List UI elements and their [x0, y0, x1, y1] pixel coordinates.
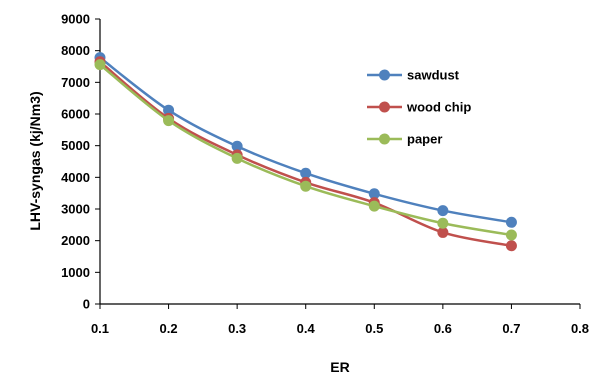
series-wood-chip — [94, 56, 517, 252]
data-point-paper — [231, 152, 243, 164]
data-point-paper — [505, 229, 517, 241]
x-tick-label: 0.2 — [160, 321, 178, 336]
data-point-sawdust — [505, 216, 517, 228]
legend-marker-sawdust — [379, 69, 390, 81]
y-tick-label: 9000 — [61, 12, 90, 27]
x-tick-label: 0.4 — [297, 321, 316, 336]
x-tick-label: 0.1 — [91, 321, 109, 336]
series-paper — [94, 59, 517, 241]
x-tick-label: 0.8 — [571, 321, 589, 336]
x-tick-label: 0.7 — [502, 321, 520, 336]
y-axis-title: LHV-syngas (kj/Nm3) — [27, 91, 43, 230]
series-sawdust — [94, 52, 517, 228]
y-tick-label: 2000 — [61, 233, 90, 248]
series-line-wood-chip — [99, 60, 512, 247]
y-tick-label: 6000 — [61, 107, 90, 122]
data-point-sawdust — [231, 140, 243, 152]
series-layer — [94, 52, 517, 252]
x-tick-label: 0.6 — [434, 321, 452, 336]
data-point-sawdust — [437, 205, 449, 217]
legend-label-paper: paper — [407, 132, 442, 147]
y-tick-label: 1000 — [61, 265, 90, 280]
y-tick-label: 7000 — [61, 75, 90, 90]
y-tick-label: 4000 — [61, 170, 90, 185]
data-point-paper — [300, 180, 312, 192]
legend-label-wood-chip: wood chip — [406, 100, 471, 115]
data-point-wood-chip — [505, 240, 517, 252]
y-tick-label: 3000 — [61, 202, 90, 217]
x-axis-title: ER — [330, 359, 349, 375]
legend-marker-wood-chip — [379, 101, 390, 113]
data-point-paper — [94, 59, 106, 71]
y-tick-label: 0 — [83, 297, 90, 312]
data-point-sawdust — [368, 188, 380, 200]
legend-marker-paper — [379, 133, 390, 145]
data-point-paper — [368, 200, 380, 212]
x-ticks: 0.1 0.2 0.3 0.4 0.5 0.6 0.7 0.8 — [91, 304, 589, 336]
x-tick-label: 0.3 — [228, 321, 246, 336]
data-point-sawdust — [300, 167, 312, 179]
legend: sawdust wood chip paper — [367, 68, 471, 147]
y-tick-label: 5000 — [61, 138, 90, 153]
y-ticks: 0 1000 2000 3000 4000 5000 6000 7000 8000 9000 — [61, 12, 100, 312]
data-point-paper — [163, 115, 175, 127]
y-tick-label: 8000 — [61, 43, 90, 58]
data-point-sawdust — [163, 104, 175, 116]
data-point-wood-chip — [437, 226, 449, 238]
legend-label-sawdust: sawdust — [407, 68, 460, 83]
data-point-paper — [437, 217, 449, 229]
x-tick-label: 0.5 — [365, 321, 383, 336]
series-line-paper — [99, 63, 512, 237]
